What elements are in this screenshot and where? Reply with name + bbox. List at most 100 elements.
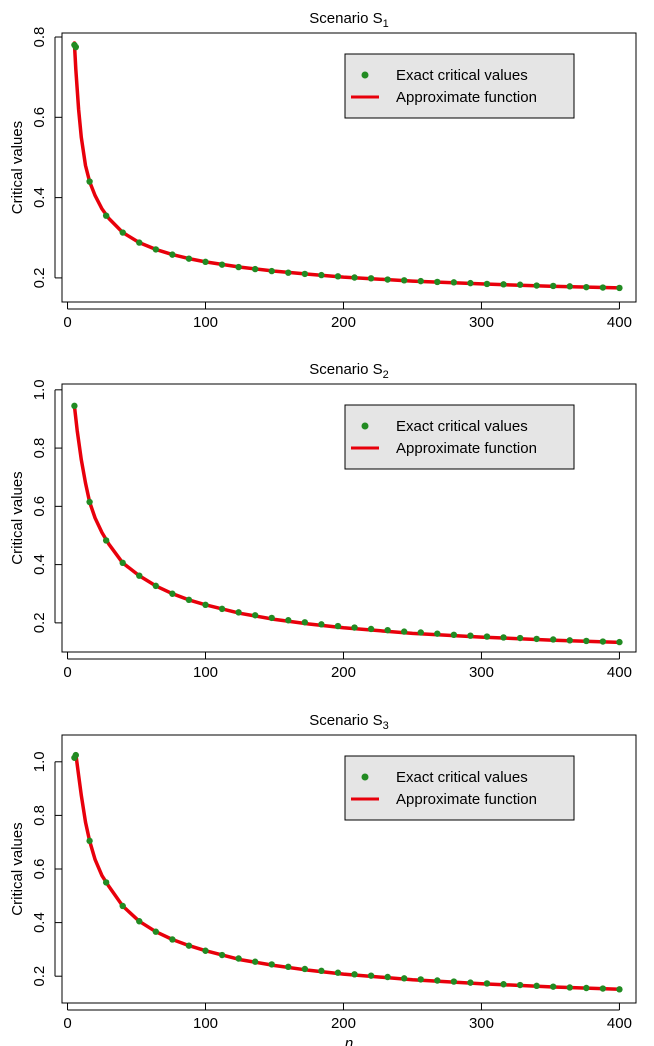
data-point bbox=[334, 969, 342, 976]
data-point bbox=[583, 637, 590, 645]
data-point bbox=[533, 635, 540, 643]
data-point bbox=[384, 276, 391, 283]
data-point bbox=[566, 283, 573, 290]
data-point bbox=[185, 942, 193, 949]
data-point bbox=[599, 284, 607, 291]
y-tick-label: 0.6 bbox=[31, 496, 48, 517]
x-tick-label: 400 bbox=[607, 1015, 632, 1032]
data-point bbox=[136, 239, 143, 246]
y-tick-label: 0.6 bbox=[31, 859, 48, 880]
data-point bbox=[500, 981, 507, 988]
chart-title-text: Scenario S bbox=[309, 10, 382, 27]
chart-title-text: Scenario S bbox=[309, 361, 382, 378]
legend-box bbox=[344, 755, 575, 821]
y-tick-label: 0.2 bbox=[31, 966, 48, 987]
data-point bbox=[367, 625, 375, 633]
legend-label-exact: Exact critical values bbox=[396, 67, 528, 84]
data-point bbox=[86, 498, 93, 506]
plot-frame bbox=[61, 383, 637, 653]
data-point bbox=[616, 638, 623, 646]
x-tick-label: 400 bbox=[607, 664, 632, 681]
data-point bbox=[102, 879, 110, 886]
x-axis: 0 100 200 300 400 bbox=[63, 1003, 632, 1032]
legend-box bbox=[344, 53, 575, 119]
data-point bbox=[152, 928, 160, 935]
legend: Exact critical values Approximate functio… bbox=[344, 404, 575, 470]
data-point bbox=[516, 281, 524, 288]
data-point bbox=[467, 979, 474, 986]
chart-title: Scenario S1 bbox=[309, 10, 389, 30]
x-tick-label: 0 bbox=[63, 664, 71, 681]
data-point bbox=[136, 572, 143, 579]
data-point bbox=[218, 261, 226, 268]
data-point bbox=[169, 590, 176, 597]
data-point bbox=[318, 621, 325, 628]
data-point bbox=[218, 951, 226, 959]
data-point bbox=[72, 751, 79, 759]
data-point bbox=[235, 609, 242, 616]
data-point bbox=[400, 628, 408, 635]
data-point bbox=[119, 229, 126, 236]
data-point bbox=[384, 626, 391, 634]
data-point bbox=[483, 280, 491, 288]
data-point bbox=[119, 902, 126, 910]
data-point bbox=[400, 277, 408, 284]
data-point bbox=[516, 981, 524, 989]
x-tick-label: 100 bbox=[193, 314, 218, 331]
data-point bbox=[516, 634, 524, 642]
chart-title-subscript: 2 bbox=[383, 369, 389, 381]
data-point bbox=[417, 277, 424, 285]
y-tick-label: 1.0 bbox=[31, 751, 48, 772]
x-axis-label: n bbox=[345, 1035, 353, 1046]
approximate-function-line bbox=[72, 404, 622, 645]
data-point bbox=[301, 619, 309, 626]
data-point bbox=[301, 965, 309, 973]
y-tick-label: 0.4 bbox=[31, 187, 48, 208]
chart-title: Scenario S2 bbox=[309, 361, 389, 381]
data-point bbox=[583, 984, 590, 992]
data-point bbox=[599, 638, 607, 645]
data-point bbox=[86, 837, 93, 845]
data-point bbox=[202, 601, 209, 609]
data-point bbox=[550, 282, 557, 290]
legend-point-marker bbox=[361, 773, 369, 781]
x-tick-label: 200 bbox=[331, 664, 356, 681]
y-axis-label: Critical values bbox=[9, 121, 26, 214]
data-point bbox=[285, 269, 292, 276]
data-point bbox=[483, 633, 491, 640]
y-axis-label: Critical values bbox=[9, 471, 26, 564]
y-axis: 0.2 0.4 0.6 0.8 bbox=[31, 27, 62, 288]
data-point bbox=[251, 265, 259, 273]
data-point bbox=[285, 963, 292, 971]
data-point bbox=[86, 178, 93, 185]
data-point bbox=[450, 978, 458, 985]
x-axis: 0 100 200 300 400 bbox=[63, 652, 632, 681]
data-point bbox=[202, 258, 209, 266]
legend-point-marker bbox=[361, 422, 369, 430]
x-tick-label: 0 bbox=[63, 314, 71, 331]
legend-label-approx: Approximate function bbox=[396, 89, 537, 106]
y-tick-label: 0.8 bbox=[31, 805, 48, 826]
data-point bbox=[417, 976, 424, 983]
data-point bbox=[616, 986, 623, 993]
legend: Exact critical values Approximate functio… bbox=[344, 53, 575, 119]
data-point bbox=[169, 251, 176, 258]
chart-title-subscript: 3 bbox=[383, 720, 389, 732]
data-point bbox=[318, 967, 325, 975]
y-tick-label: 0.4 bbox=[31, 912, 48, 933]
data-point bbox=[566, 984, 573, 991]
data-point bbox=[318, 271, 325, 279]
data-point bbox=[268, 961, 275, 968]
x-axis: 0 100 200 300 400 bbox=[63, 302, 632, 331]
data-point bbox=[434, 278, 441, 286]
data-point bbox=[550, 983, 557, 990]
data-point bbox=[235, 263, 242, 271]
data-point bbox=[417, 629, 424, 636]
chart-title-text: Scenario S bbox=[309, 712, 382, 729]
y-tick-label: 0.6 bbox=[31, 107, 48, 128]
data-point bbox=[334, 622, 342, 630]
legend-label-exact: Exact critical values bbox=[396, 418, 528, 435]
data-point bbox=[599, 985, 607, 992]
